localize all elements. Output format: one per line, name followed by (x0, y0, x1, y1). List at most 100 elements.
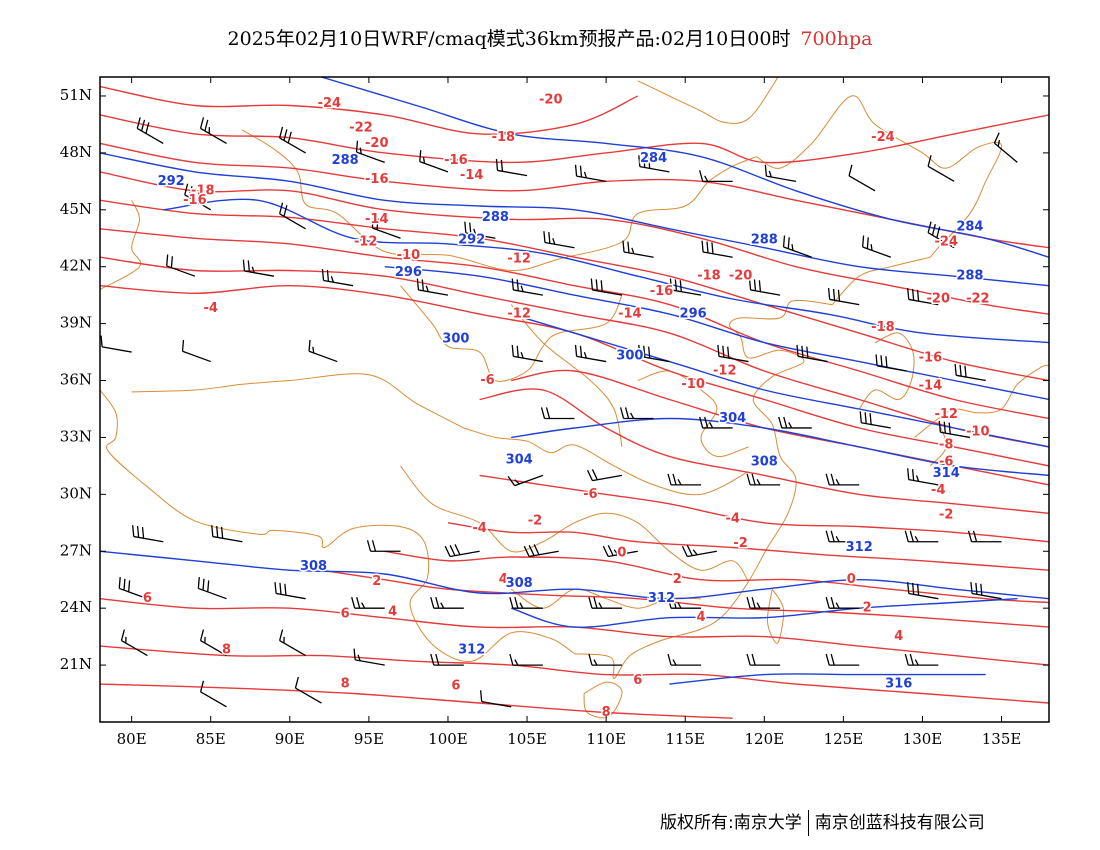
boundary-line (831, 256, 931, 305)
temperature-label: 2 (372, 574, 381, 589)
height-label: 316 (885, 677, 912, 692)
wind-barb (197, 577, 227, 600)
lat-tick-label: 33N (60, 427, 92, 445)
wind-barb (590, 278, 623, 296)
temperature-label: -20 (539, 92, 563, 107)
boundary-line (463, 427, 749, 496)
wind-barb (371, 216, 401, 239)
height-label: 304 (506, 453, 533, 468)
temperature-contour (100, 199, 1049, 382)
temperature-label: 8 (222, 642, 231, 657)
temperature-label: 4 (499, 572, 508, 587)
height-label: 284 (956, 219, 983, 234)
lat-tick-label: 42N (60, 257, 92, 275)
temperature-label: -10 (966, 424, 990, 439)
temperature-label: 2 (863, 601, 872, 616)
wind-barb (907, 582, 939, 600)
wind-barb (825, 653, 860, 666)
temperature-label: -22 (966, 291, 990, 306)
wind-barb (464, 221, 496, 239)
temperature-contour (321, 569, 1049, 628)
wind-barb (279, 202, 306, 230)
temperature-contour (100, 256, 1049, 448)
wind-barb (701, 240, 733, 258)
boundary-line (858, 332, 915, 410)
height-contour (511, 598, 1018, 628)
lat-tick-label: 51N (60, 86, 92, 104)
map-layers: -24-22-20-20-18-16-14-16-18-16-14-12-10-… (100, 77, 1049, 722)
temperature-label: 6 (143, 591, 152, 606)
wind-barb (199, 117, 227, 144)
temperature-label: -4 (203, 301, 217, 316)
lon-tick-label: 110E (586, 730, 626, 748)
temperature-label: 4 (697, 610, 706, 625)
boundary-line (100, 389, 575, 663)
temperature-contour (100, 598, 1049, 666)
temperature-label: -6 (583, 487, 597, 502)
temperature-contour (100, 645, 1049, 704)
wind-barb (602, 545, 638, 558)
wind-barb (355, 140, 385, 163)
wind-barb (927, 221, 955, 249)
temperature-label: -22 (349, 121, 373, 136)
lon-tick-label: 135E (982, 730, 1022, 748)
height-contour (669, 673, 986, 685)
temperature-label: -16 (444, 153, 468, 168)
wind-barb (764, 164, 797, 182)
lat-tick-label: 27N (60, 541, 92, 559)
temperature-label: 6 (633, 673, 642, 688)
height-label: 308 (751, 455, 778, 470)
wind-barb (970, 582, 1002, 600)
boundary-line (914, 364, 1049, 438)
height-label: 288 (332, 153, 359, 168)
wind-barb (907, 468, 939, 486)
temperature-label: -4 (472, 521, 486, 536)
lon-tick-label: 115E (665, 730, 705, 748)
boundary-line (100, 200, 142, 290)
lat-tick-label: 24N (60, 598, 92, 616)
temperature-label: -8 (939, 438, 953, 453)
wind-barb (166, 254, 196, 277)
temperature-label: -14 (919, 379, 943, 394)
wind-barb (669, 278, 702, 296)
temperature-label: 4 (388, 604, 397, 619)
temperature-label: -16 (919, 350, 943, 365)
height-label: 308 (506, 576, 533, 591)
temperature-contour (447, 522, 1049, 571)
wind-barb (993, 132, 1018, 163)
pressure-level-label: 700hpa (800, 28, 873, 50)
wind-barb (274, 582, 306, 600)
wind-barb (419, 150, 449, 173)
height-contour (511, 417, 1049, 477)
temperature-label: -4 (931, 483, 945, 498)
map-frame (99, 76, 1050, 723)
temperature-contour-layer (100, 85, 1049, 719)
temperature-label: -20 (729, 269, 753, 284)
wind-barb (199, 680, 227, 708)
wind-barb (746, 597, 781, 609)
height-contour (100, 152, 1049, 287)
wind-barb (136, 117, 164, 144)
height-contour-layer (100, 77, 1049, 685)
temperature-contour (479, 388, 1049, 514)
height-contour (510, 313, 1049, 448)
temperature-label: 6 (341, 606, 350, 621)
lat-tick-label: 39N (60, 314, 92, 332)
boundary-line (766, 588, 785, 644)
wind-barb (699, 170, 733, 182)
wind-barb (619, 407, 654, 420)
boundary-line (756, 95, 1003, 258)
temperature-label: -18 (191, 183, 215, 198)
wind-barb (622, 240, 654, 258)
height-contour (321, 77, 1049, 258)
temperature-contour (100, 142, 1049, 249)
temperature-label: 2 (673, 572, 682, 587)
wind-barb (574, 164, 607, 182)
wind-barb (954, 363, 986, 382)
temperature-label: -10 (397, 248, 421, 263)
copyright-separator (807, 810, 809, 836)
temperature-label: -20 (927, 291, 951, 306)
temperature-label: -24 (871, 130, 895, 145)
wind-barb (667, 473, 702, 486)
wind-barb (825, 597, 860, 609)
